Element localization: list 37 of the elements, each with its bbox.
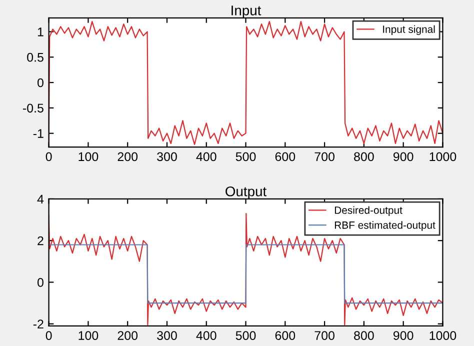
x-tick-label: 800 <box>354 331 374 340</box>
x-tick-label: 500 <box>236 152 256 162</box>
legend-label: Input signal <box>383 25 435 35</box>
x-tick-label: 300 <box>157 331 177 340</box>
y-tick-label: 0 <box>38 278 44 287</box>
x-tick-label: 600 <box>275 152 296 162</box>
x-tick-label: 0 <box>46 331 52 340</box>
x-tick-label: 400 <box>196 152 216 162</box>
y-tick-label: -1 <box>33 129 44 138</box>
x-tick-label: 900 <box>393 152 414 162</box>
x-tick-label: 1000 <box>430 152 456 162</box>
x-tick-label: 300 <box>157 152 177 162</box>
chart-title: Input <box>232 6 262 18</box>
x-tick-label: 700 <box>314 331 334 340</box>
chart-title: Output <box>226 186 267 200</box>
x-tick-label: 200 <box>118 331 138 340</box>
x-tick-label: 100 <box>78 152 98 162</box>
x-tick-label: 600 <box>275 331 296 340</box>
x-tick-label: 800 <box>354 152 374 162</box>
y-tick-label: 1 <box>38 28 44 36</box>
x-tick-label: 200 <box>118 152 138 162</box>
x-tick-label: 1000 <box>430 331 456 340</box>
y-tick-label: -0.5 <box>22 104 44 113</box>
x-tick-label: 100 <box>78 331 98 340</box>
line-series <box>48 20 443 146</box>
y-tick-label: 0 <box>38 78 44 88</box>
x-tick-label: 700 <box>314 152 334 162</box>
x-tick-label: 500 <box>236 331 256 340</box>
x-tick-label: 900 <box>393 331 414 340</box>
x-tick-label: 0 <box>46 152 52 162</box>
x-tick-label: 400 <box>196 331 216 340</box>
y-tick-label: 0.5 <box>27 52 44 62</box>
y-tick-label: 4 <box>37 194 44 204</box>
legend-label: RBF estimated-output <box>334 221 436 231</box>
legend-label: Desired-output <box>334 206 402 216</box>
y-tick-label: -2 <box>33 320 44 328</box>
y-tick-label: 2 <box>38 236 44 246</box>
